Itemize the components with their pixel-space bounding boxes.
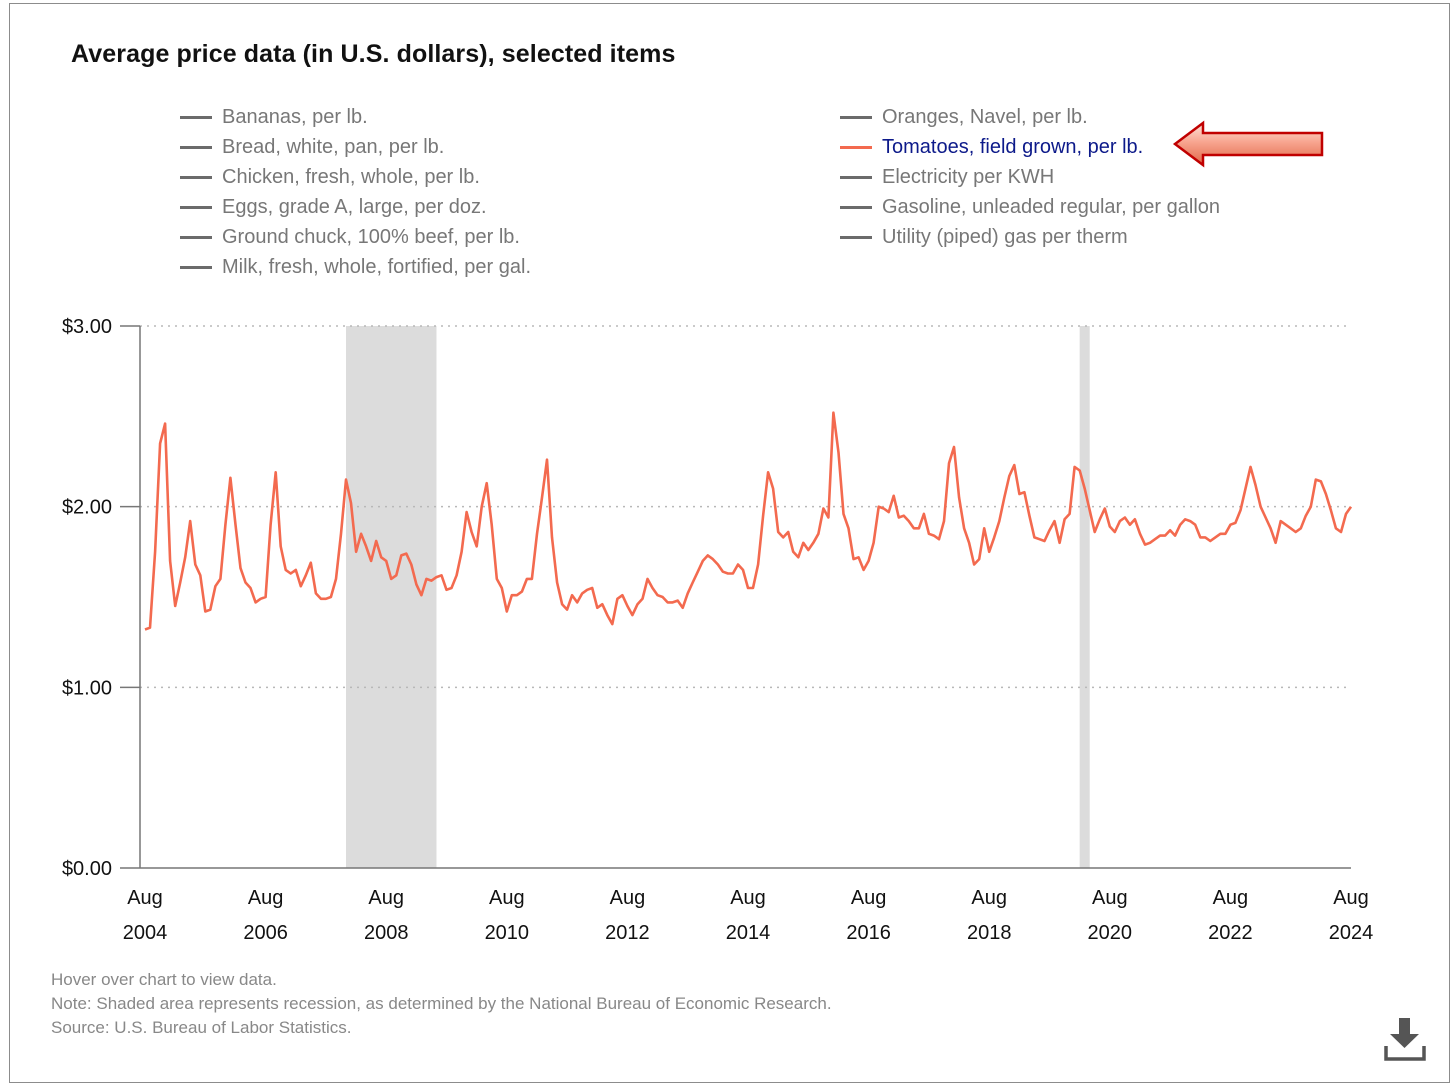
- x-tick-year: 2014: [726, 922, 771, 944]
- recession-band: [346, 326, 437, 868]
- legend-swatch: [180, 235, 212, 239]
- legend-label: Bread, white, pan, per lb.: [222, 135, 445, 158]
- legend-item-bananas[interactable]: Bananas, per lb.: [180, 104, 368, 130]
- legend-item-oranges[interactable]: Oranges, Navel, per lb.: [840, 104, 1088, 130]
- y-tick-label: $0.00: [62, 858, 112, 880]
- legend-swatch: [180, 115, 212, 119]
- x-tick-month: Aug: [1333, 887, 1369, 909]
- x-tick-month: Aug: [610, 887, 646, 909]
- legend-item-utility-gas[interactable]: Utility (piped) gas per therm: [840, 224, 1128, 250]
- legend-label: Bananas, per lb.: [222, 105, 368, 128]
- legend-label: Milk, fresh, whole, fortified, per gal.: [222, 255, 532, 278]
- x-tick-month: Aug: [851, 887, 887, 909]
- legend-label: Tomatoes, field grown, per lb.: [882, 135, 1144, 158]
- legend-label: Electricity per KWH: [882, 165, 1055, 188]
- series-line-tomatoes[interactable]: [144, 411, 1353, 631]
- left-arrow-icon: [1172, 120, 1324, 168]
- legend-item-electricity[interactable]: Electricity per KWH: [840, 164, 1054, 190]
- hover-hint: Hover over chart to view data.: [51, 970, 277, 989]
- legend-swatch: [840, 235, 872, 239]
- recession-band: [1079, 326, 1090, 868]
- legend-label: Gasoline, unleaded regular, per gallon: [882, 195, 1221, 218]
- x-tick-year: 2022: [1208, 922, 1253, 944]
- legend-swatch: [180, 145, 212, 149]
- x-tick-month: Aug: [248, 887, 284, 909]
- legend-label: Ground chuck, 100% beef, per lb.: [222, 225, 520, 248]
- legend-swatch: [180, 205, 212, 209]
- legend-item-ground-chuck[interactable]: Ground chuck, 100% beef, per lb.: [180, 224, 520, 250]
- x-tick-month: Aug: [1092, 887, 1128, 909]
- x-tick-year: 2012: [605, 922, 650, 944]
- x-tick-month: Aug: [489, 887, 525, 909]
- y-tick-label: $2.00: [62, 497, 112, 519]
- chart-frame: [9, 3, 1450, 1083]
- x-tick-month: Aug: [368, 887, 404, 909]
- legend-swatch: [840, 175, 872, 179]
- legend-label: Utility (piped) gas per therm: [882, 225, 1128, 248]
- x-tick-year: 2006: [243, 922, 288, 944]
- x-tick-year: 2004: [123, 922, 168, 944]
- legend-item-bread[interactable]: Bread, white, pan, per lb.: [180, 134, 444, 160]
- legend-label: Chicken, fresh, whole, per lb.: [222, 165, 480, 188]
- legend-swatch: [180, 175, 212, 179]
- x-tick-month: Aug: [1213, 887, 1249, 909]
- x-tick-year: 2020: [1088, 922, 1133, 944]
- x-tick-month: Aug: [127, 887, 163, 909]
- legend-item-gasoline[interactable]: Gasoline, unleaded regular, per gallon: [840, 194, 1220, 220]
- legend-item-milk[interactable]: Milk, fresh, whole, fortified, per gal.: [180, 254, 531, 280]
- y-tick-label: $3.00: [62, 316, 112, 338]
- x-tick-month: Aug: [730, 887, 766, 909]
- x-tick-year: 2016: [846, 922, 891, 944]
- recession-note: Note: Shaded area represents recession, …: [51, 994, 832, 1013]
- legend-swatch: [180, 265, 212, 269]
- legend-label: Oranges, Navel, per lb.: [882, 105, 1088, 128]
- x-tick-month: Aug: [971, 887, 1007, 909]
- legend-item-eggs[interactable]: Eggs, grade A, large, per doz.: [180, 194, 487, 220]
- legend-label: Eggs, grade A, large, per doz.: [222, 195, 487, 218]
- source-note: Source: U.S. Bureau of Labor Statistics.: [51, 1018, 352, 1037]
- x-tick-year: 2010: [485, 922, 530, 944]
- legend-swatch: [840, 115, 872, 119]
- chart-title: Average price data (in U.S. dollars), se…: [71, 40, 676, 68]
- x-tick-year: 2024: [1329, 922, 1374, 944]
- legend-item-chicken[interactable]: Chicken, fresh, whole, per lb.: [180, 164, 480, 190]
- x-tick-year: 2008: [364, 922, 409, 944]
- legend-swatch: [840, 205, 872, 209]
- y-tick-label: $1.00: [62, 677, 112, 699]
- legend-item-tomatoes[interactable]: Tomatoes, field grown, per lb.: [840, 134, 1143, 160]
- legend-swatch: [840, 145, 872, 149]
- download-icon[interactable]: [1382, 1016, 1428, 1062]
- x-tick-year: 2018: [967, 922, 1012, 944]
